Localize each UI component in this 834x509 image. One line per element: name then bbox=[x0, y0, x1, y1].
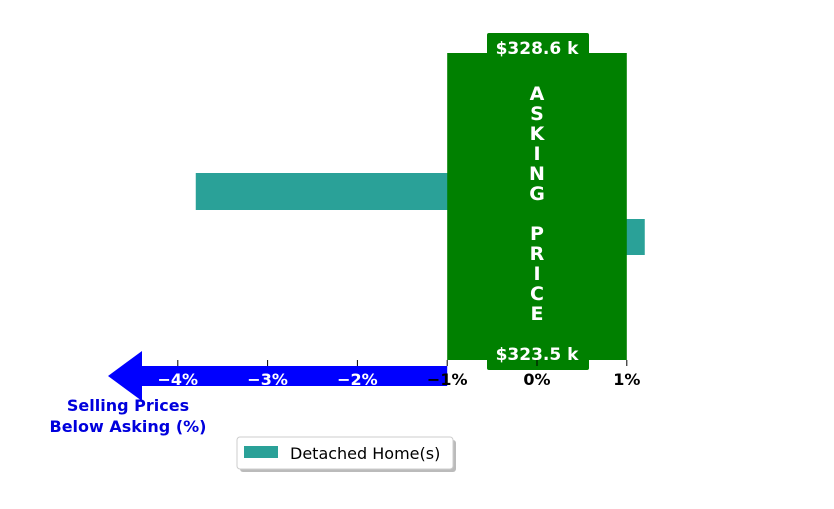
x-tick-label: −2% bbox=[337, 370, 378, 389]
x-tick-label: −1% bbox=[427, 370, 468, 389]
x-axis-title-line-2: Below Asking (%) bbox=[50, 417, 207, 436]
asking-price-letter: P bbox=[530, 223, 544, 245]
top-price-box bbox=[487, 33, 589, 60]
x-tick-label: −3% bbox=[247, 370, 288, 389]
legend-label-detached-homes: Detached Home(s) bbox=[290, 444, 440, 463]
asking-price-letter: N bbox=[529, 163, 545, 185]
asking-price-letter: I bbox=[533, 143, 540, 165]
legend-swatch-detached-homes bbox=[244, 446, 278, 458]
asking-price-letter: K bbox=[530, 123, 546, 145]
top-price-label: $328.6 k bbox=[496, 39, 580, 59]
below-asking-arrow bbox=[108, 351, 448, 401]
asking-price-letter: I bbox=[533, 263, 540, 285]
x-tick-label: −4% bbox=[158, 370, 199, 389]
asking-price-letter: C bbox=[530, 283, 544, 305]
x-axis-title-line-1: Selling Prices bbox=[67, 396, 189, 415]
asking-price-letter: S bbox=[530, 103, 544, 125]
asking-price-letter: R bbox=[530, 243, 545, 265]
x-tick-label: 1% bbox=[613, 370, 640, 389]
asking-price-letter: A bbox=[530, 83, 545, 105]
bottom-price-box bbox=[487, 343, 589, 370]
asking-price-letter: E bbox=[531, 303, 544, 325]
asking-price-band bbox=[447, 53, 627, 360]
bottom-price-label: $323.5 k bbox=[496, 345, 580, 365]
x-tick-label: 0% bbox=[523, 370, 550, 389]
legend: Detached Home(s) bbox=[236, 436, 456, 472]
asking-price-letter: G bbox=[529, 183, 545, 205]
